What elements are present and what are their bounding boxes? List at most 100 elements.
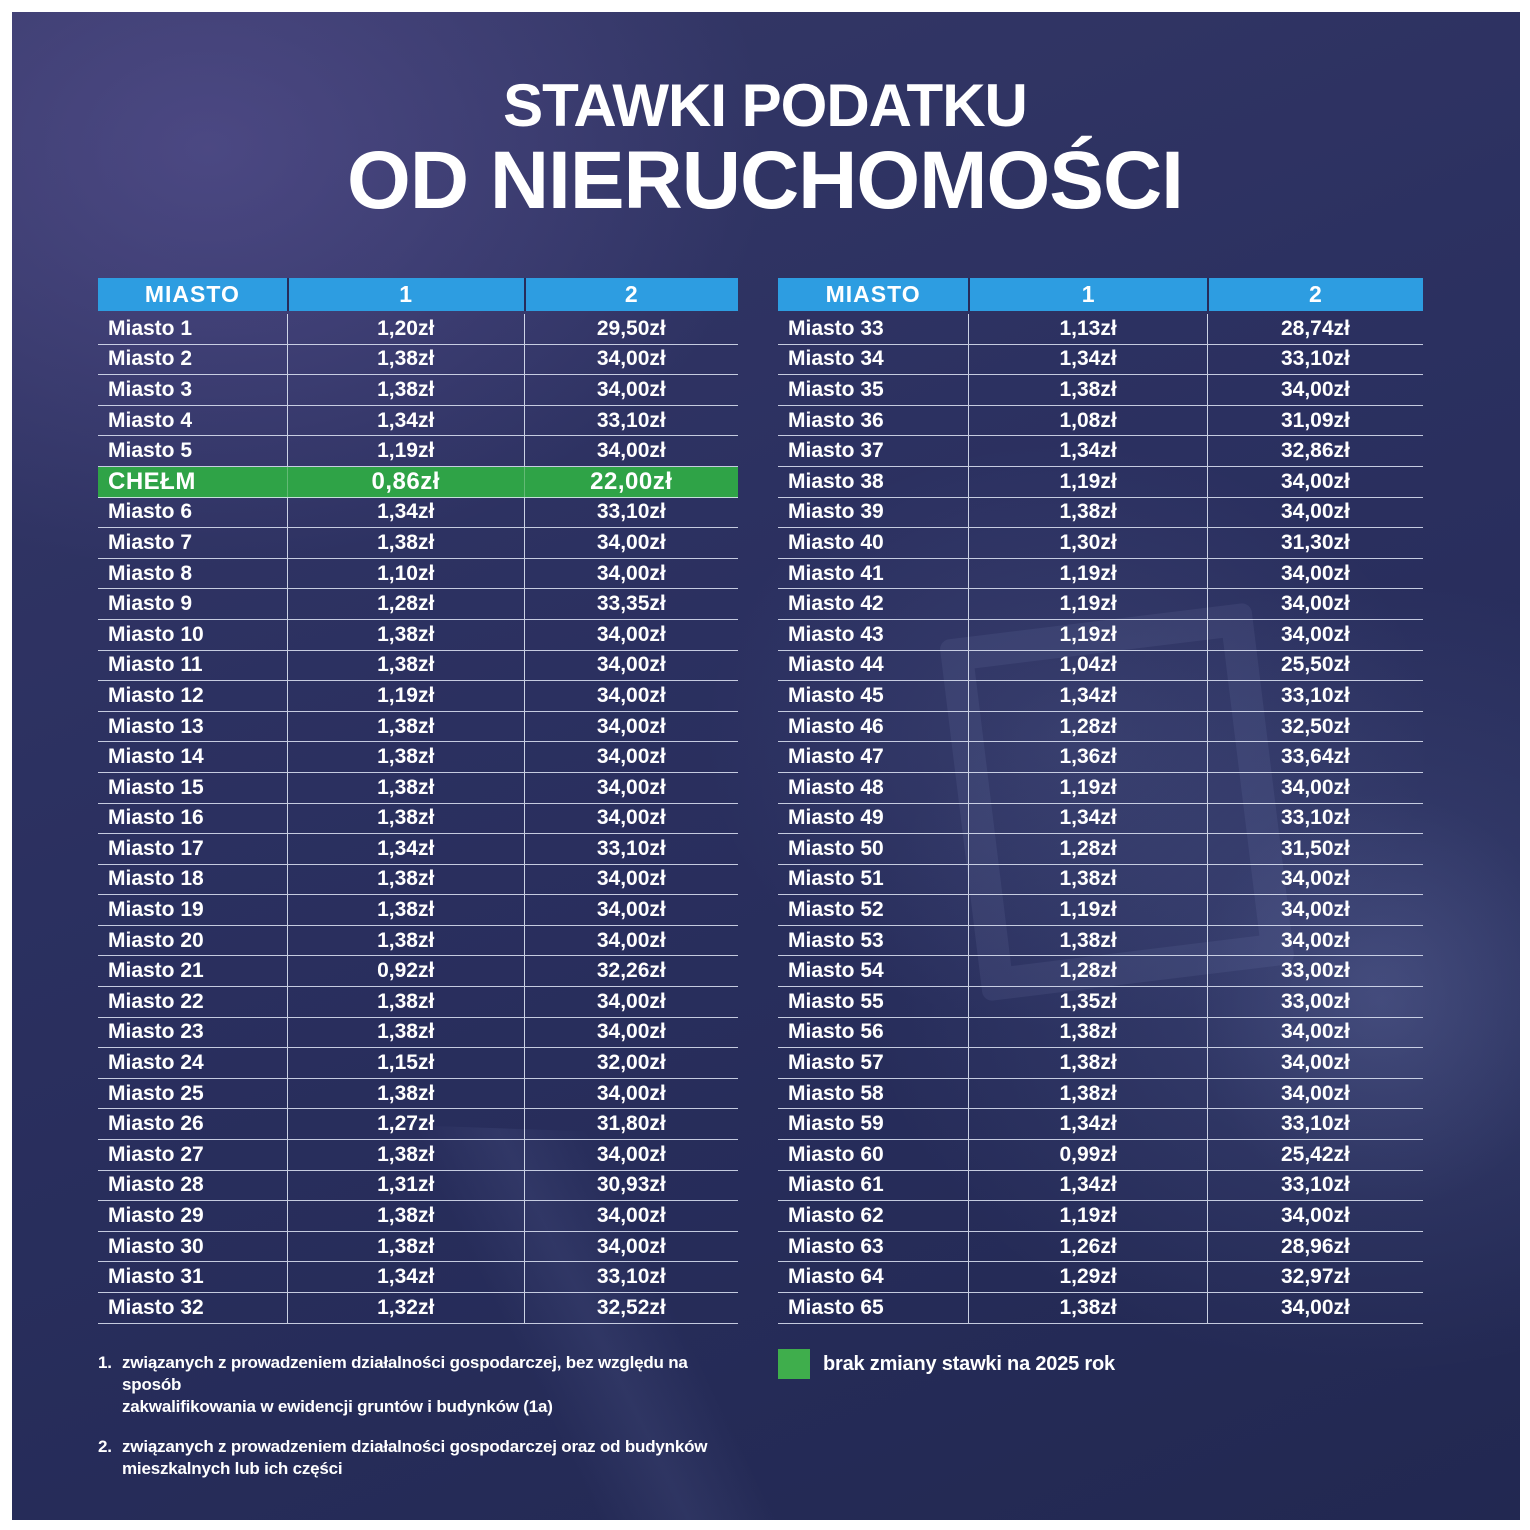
rate-value-cell: 1,28zł <box>286 589 524 619</box>
rate-value-cell: 34,00zł <box>523 375 738 405</box>
rate-value-cell: 34,00zł <box>523 895 738 925</box>
rate-value-cell: 34,00zł <box>523 436 738 466</box>
rate-value-cell: 0,92zł <box>286 956 524 987</box>
city-name-cell: Miasto 62 <box>788 1204 884 1228</box>
rate-value-cell: 34,00zł <box>523 528 738 558</box>
legend: brak zmiany stawki na 2025 rok <box>778 1349 1115 1379</box>
table-row: Miasto 1 1,20zł 29,50zł <box>98 314 738 345</box>
rate-value-cell: 1,38zł <box>968 925 1207 956</box>
table-row: Miasto 27 1,38zł 34,00zł <box>98 1140 738 1171</box>
rate-value-cell: 1,34zł <box>968 436 1207 466</box>
table-row: Miasto 26 1,27zł 31,80zł <box>98 1109 738 1141</box>
footnotes: 1. związanych z prowadzeniem działalnośc… <box>98 1352 718 1498</box>
table-row: Miasto 55 1,35zł 33,00zł <box>778 987 1423 1018</box>
city-name-cell: Miasto 25 <box>108 1081 204 1105</box>
city-name-cell: Miasto 6 <box>108 500 193 524</box>
city-name-cell: Miasto 40 <box>788 530 884 554</box>
city-name-cell: Miasto 18 <box>108 867 204 891</box>
tax-table-left: MIASTO 1 2 Miasto 1 1,20zł 29,50zł Miasto 2 1,3… <box>98 278 738 1324</box>
table-row: Miasto 42 1,19zł 34,00zł <box>778 589 1423 620</box>
rate-value-cell: 1,38zł <box>286 1201 524 1231</box>
city-name-cell: Miasto 16 <box>108 806 204 830</box>
table-header-row: MIASTO 1 2 <box>98 278 738 311</box>
table-row: Miasto 29 1,38zł 34,00zł <box>98 1201 738 1232</box>
rate-value-cell: 31,80zł <box>523 1109 738 1140</box>
table-row: Miasto 24 1,15zł 32,00zł <box>98 1048 738 1079</box>
footnote-2-marker: 2. <box>98 1437 112 1456</box>
rate-value-cell: 34,00zł <box>1206 497 1423 528</box>
city-name-cell: Miasto 4 <box>108 408 193 432</box>
rate-value-cell: 1,38zł <box>286 1017 524 1048</box>
rate-value-cell: 1,38zł <box>968 497 1207 528</box>
rate-value-cell: 1,34zł <box>286 497 524 528</box>
rate-value-cell: 1,34zł <box>286 834 524 864</box>
rate-value-cell: 1,38zł <box>286 742 524 772</box>
city-name-cell: Miasto 32 <box>108 1295 204 1319</box>
column-header-1: 1 <box>286 278 524 311</box>
table-row: Miasto 15 1,38zł 34,00zł <box>98 772 738 804</box>
city-name-cell: Miasto 26 <box>108 1112 204 1136</box>
city-name-cell: Miasto 20 <box>108 928 204 952</box>
rate-value-cell: 32,00zł <box>523 1048 738 1078</box>
table-row: Miasto 5 1,19zł 34,00zł <box>98 436 738 467</box>
rate-value-cell: 33,10zł <box>523 405 738 436</box>
city-name-cell: Miasto 44 <box>788 653 884 677</box>
rate-value-cell: 34,00zł <box>1206 466 1423 497</box>
city-name-cell: Miasto 14 <box>108 745 204 769</box>
legend-green-swatch <box>778 1349 810 1379</box>
table-row: Miasto 25 1,38zł 34,00zł <box>98 1078 738 1110</box>
rate-value-cell: 33,64zł <box>1206 742 1423 772</box>
rate-value-cell: 1,38zł <box>286 528 524 558</box>
rate-value-cell: 1,19zł <box>968 772 1207 803</box>
table-row: Miasto 12 1,19zł 34,00zł <box>98 681 738 712</box>
rate-value-cell: 1,19zł <box>968 1201 1207 1231</box>
rate-value-cell: 1,32zł <box>286 1293 524 1323</box>
rate-value-cell: 1,28zł <box>968 711 1207 742</box>
city-name-cell: Miasto 50 <box>788 836 884 860</box>
rate-value-cell: 1,34zł <box>968 1109 1207 1140</box>
rate-value-cell: 33,10zł <box>1206 681 1423 711</box>
city-name-cell: Miasto 39 <box>788 500 884 524</box>
rate-value-cell: 1,34zł <box>968 803 1207 834</box>
rate-value-cell: 1,38zł <box>968 864 1207 895</box>
table-row: Miasto 23 1,38zł 34,00zł <box>98 1017 738 1049</box>
rate-value-cell: 1,38zł <box>286 803 524 834</box>
page-title-line2: OD NIERUCHOMOŚCI <box>347 135 1184 226</box>
rate-value-cell: 25,50zł <box>1206 650 1423 681</box>
city-name-cell: Miasto 55 <box>788 989 884 1013</box>
table-row: Miasto 2 1,38zł 34,00zł <box>98 344 738 376</box>
city-name-cell: Miasto 21 <box>108 959 204 983</box>
city-name-cell: Miasto 61 <box>788 1173 884 1197</box>
rate-value-cell: 34,00zł <box>1206 1017 1423 1048</box>
rate-value-cell: 1,13zł <box>968 314 1207 344</box>
footnote-2-text: związanych z prowadzeniem działalności g… <box>122 1437 708 1478</box>
rate-value-cell: 1,34zł <box>968 681 1207 711</box>
rate-value-cell: 1,10zł <box>286 558 524 589</box>
table-row: Miasto 30 1,38zł 34,00zł <box>98 1231 738 1263</box>
rate-value-cell: 34,00zł <box>1206 1293 1423 1323</box>
rate-value-cell: 33,10zł <box>1206 803 1423 834</box>
city-name-cell: Miasto 59 <box>788 1112 884 1136</box>
rate-value-cell: 32,97zł <box>1206 1262 1423 1292</box>
table-row: Miasto 17 1,34zł 33,10zł <box>98 834 738 865</box>
rate-value-cell: 30,93zł <box>523 1170 738 1201</box>
table-row: Miasto 48 1,19zł 34,00zł <box>778 772 1423 804</box>
city-name-cell: Miasto 65 <box>788 1295 884 1319</box>
rate-value-cell: 31,30zł <box>1206 528 1423 558</box>
city-name-cell: Miasto 52 <box>788 898 884 922</box>
table-row: Miasto 14 1,38zł 34,00zł <box>98 742 738 773</box>
rate-value-cell: 34,00zł <box>523 925 738 956</box>
city-name-cell: Miasto 23 <box>108 1020 204 1044</box>
rate-value-cell: 1,34zł <box>286 1262 524 1292</box>
table-row: Miasto 61 1,34zł 33,10zł <box>778 1170 1423 1202</box>
rate-value-cell: 34,00zł <box>1206 895 1423 925</box>
table-row: Miasto 20 1,38zł 34,00zł <box>98 925 738 957</box>
city-name-cell: Miasto 35 <box>788 377 884 401</box>
table-row: Miasto 11 1,38zł 34,00zł <box>98 650 738 682</box>
table-row: Miasto 4 1,34zł 33,10zł <box>98 405 738 437</box>
city-name-cell: Miasto 3 <box>108 377 193 401</box>
rate-value-cell: 34,00zł <box>523 1140 738 1170</box>
city-name-cell: Miasto 42 <box>788 592 884 616</box>
rate-value-cell: 1,31zł <box>286 1170 524 1201</box>
footnote-1-text: związanych z prowadzeniem działalności g… <box>122 1353 688 1416</box>
